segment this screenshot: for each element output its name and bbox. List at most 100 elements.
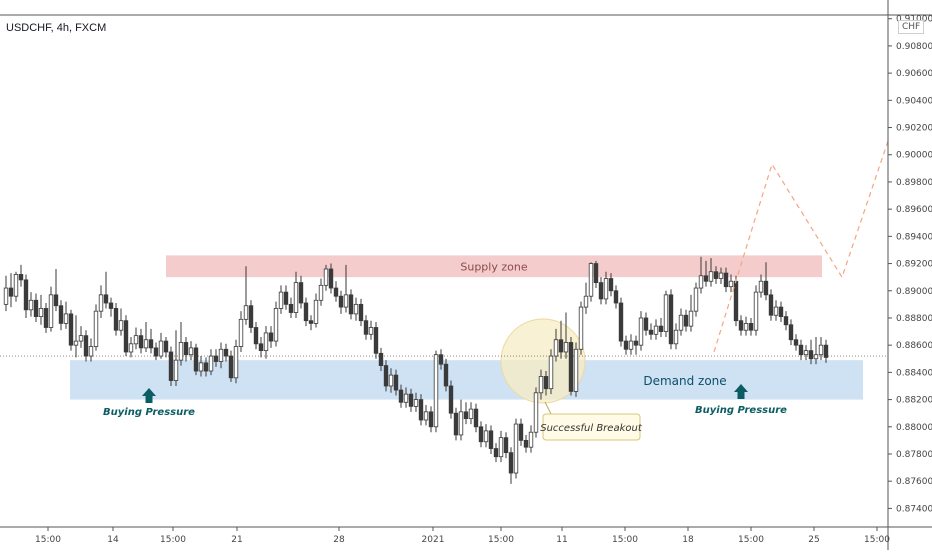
candle-body	[518, 423, 524, 441]
candle-body	[78, 335, 84, 342]
candle-body	[523, 439, 529, 448]
candle-body	[198, 362, 204, 372]
candle-body	[158, 340, 164, 357]
candle-body	[343, 294, 349, 308]
candle-body	[463, 411, 469, 420]
candle-body	[678, 314, 684, 331]
breakout-callout-box	[542, 413, 641, 441]
candle-body	[613, 290, 619, 304]
candle-body	[633, 340, 639, 346]
candle-body	[203, 362, 209, 372]
buying-pressure-label-left: Buying Pressure	[103, 407, 195, 418]
candle-body	[468, 408, 474, 420]
candle-body	[478, 426, 484, 443]
candle-body	[288, 303, 294, 313]
candle-body	[638, 317, 644, 346]
candle-body	[223, 348, 229, 357]
candle-body	[778, 306, 784, 318]
price-tick-label: 0.89000	[896, 287, 932, 297]
price-tick-label: 0.89200	[896, 260, 932, 270]
candle-body	[813, 354, 819, 360]
candle-body	[433, 354, 439, 428]
candle-body	[493, 448, 499, 458]
price-tick-label: 0.90200	[896, 124, 932, 134]
candle-body	[748, 323, 754, 331]
candle-body	[338, 295, 344, 308]
candle-body	[263, 332, 269, 352]
time-tick-label: 15:00	[160, 535, 186, 545]
candle-body	[588, 263, 594, 297]
candle-body	[578, 306, 584, 350]
candle-body	[618, 302, 624, 342]
candle-body	[353, 303, 359, 315]
candle-body	[713, 271, 719, 279]
candle-body	[268, 332, 274, 342]
candle-body	[458, 411, 464, 436]
candle-body	[508, 452, 514, 474]
candle-body	[368, 327, 374, 335]
candle-body	[758, 280, 764, 293]
candle-body	[213, 355, 219, 362]
candle-body	[43, 308, 49, 328]
candle-body	[473, 408, 479, 428]
candle-body	[718, 272, 724, 279]
candle-body	[3, 287, 9, 305]
candle-body	[698, 275, 704, 289]
candle-body	[98, 294, 104, 312]
candle-body	[538, 376, 544, 394]
candle-body	[323, 268, 329, 286]
buying-pressure-arrow-left	[142, 388, 156, 403]
candle-body	[238, 318, 244, 347]
price-tick-label: 0.90400	[896, 96, 932, 106]
candle-body	[173, 359, 179, 381]
time-tick-label: 15:00	[612, 535, 638, 545]
candle-body	[783, 316, 789, 326]
candle-body	[133, 335, 139, 345]
candle-body	[723, 272, 729, 288]
candle-body	[798, 344, 804, 356]
arrow-head	[734, 384, 748, 392]
candle-body	[728, 280, 734, 288]
candle-body	[483, 430, 489, 443]
candle-body	[188, 347, 194, 356]
candle-body	[298, 282, 304, 304]
candle-body	[293, 282, 299, 313]
candle-body	[543, 376, 549, 390]
candle-body	[648, 329, 654, 335]
time-tick-label: 18	[682, 535, 694, 545]
symbol-label: USDCHF, 4h, FXCM	[6, 22, 107, 34]
candle-body	[583, 295, 589, 308]
time-tick-label: 28	[333, 535, 345, 545]
candle-body	[528, 431, 534, 448]
candle-body	[788, 324, 794, 341]
candle-body	[258, 343, 264, 352]
time-tick-label: 21	[231, 535, 242, 545]
candle-body	[443, 363, 449, 387]
candle-body	[558, 339, 564, 353]
arrow-stem	[737, 392, 745, 399]
candle-body	[823, 344, 829, 358]
candle-body	[533, 392, 539, 433]
price-tick-label: 0.91000	[896, 15, 932, 25]
candle-body	[738, 320, 744, 331]
candle-body	[503, 437, 509, 454]
candle-body	[178, 342, 184, 361]
candle-body	[163, 340, 169, 353]
candle-body	[93, 310, 99, 347]
candle-body	[573, 348, 579, 392]
candle-body	[643, 317, 649, 331]
price-tick-label: 0.90600	[896, 69, 932, 79]
candle-body	[763, 280, 769, 296]
candle-body	[273, 308, 279, 342]
candle-body	[773, 306, 779, 316]
candle-body	[318, 284, 324, 301]
time-tick-label: 25	[808, 535, 819, 545]
candle-body	[28, 299, 34, 311]
candle-body	[53, 294, 59, 307]
currency-badge[interactable]: CHF	[898, 20, 925, 34]
candle-body	[303, 302, 309, 322]
price-tick-label: 0.89400	[896, 232, 932, 242]
candle-body	[563, 342, 569, 353]
price-tick-label: 0.90000	[896, 151, 932, 161]
